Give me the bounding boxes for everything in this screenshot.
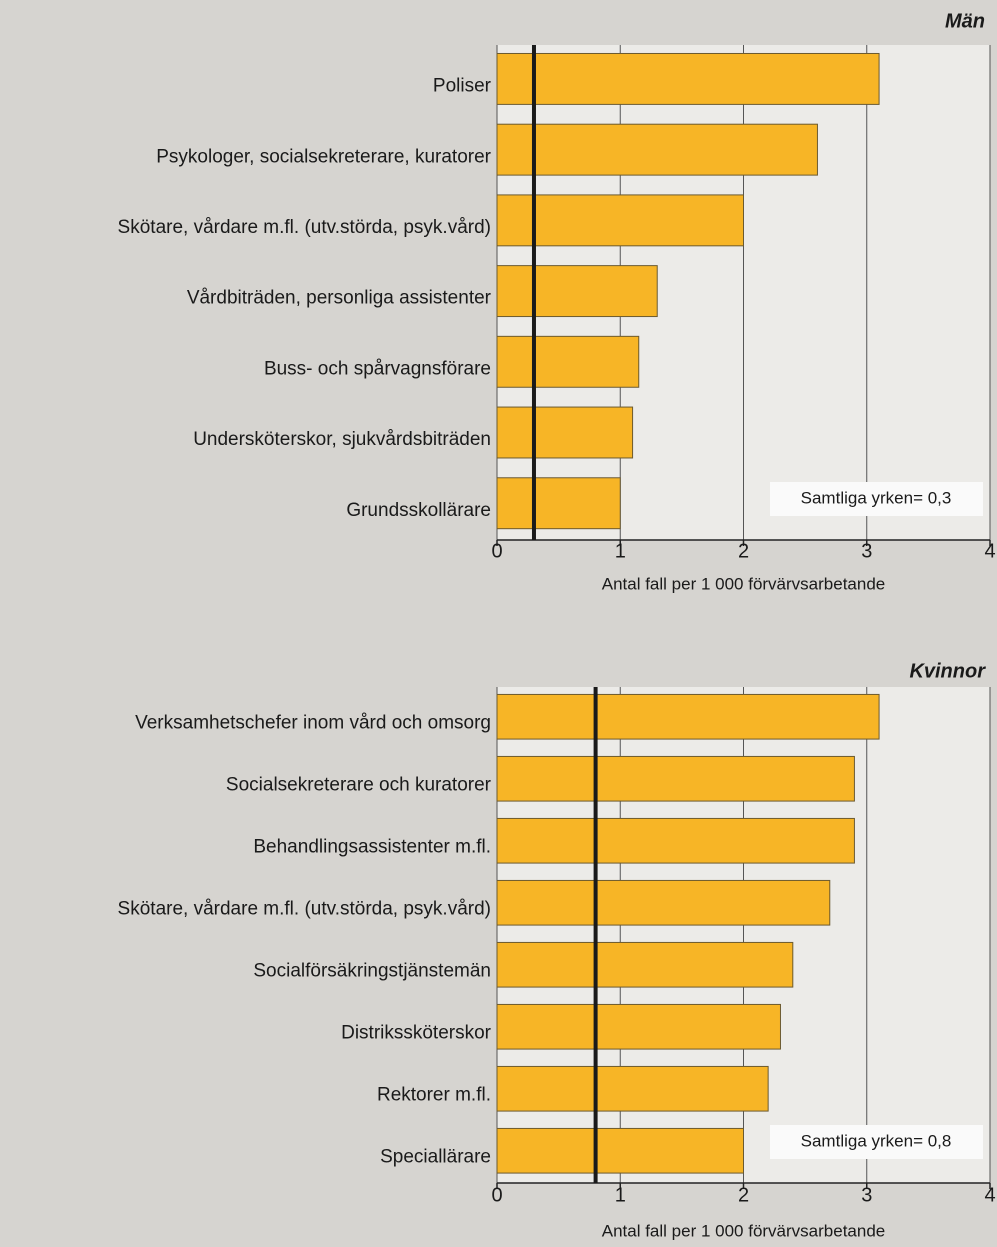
x-tick-label: 1 xyxy=(615,1184,626,1206)
annotation: Samtliga yrken= 0,3 xyxy=(801,488,952,507)
category-label: Skötare, vårdare m.fl. (utv.störda, psyk… xyxy=(118,898,491,919)
x-axis-label: Antal fall per 1 000 förvärvsarbetande xyxy=(602,1221,886,1240)
x-tick-label: 1 xyxy=(615,540,626,562)
bar xyxy=(496,194,744,247)
annotation-box xyxy=(770,1125,983,1159)
x-tick-label: 0 xyxy=(491,540,502,562)
annotation: Samtliga yrken= 0,8 xyxy=(801,1131,952,1150)
category-label: Speciallärare xyxy=(380,1146,491,1167)
x-axis-label: Antal fall per 1 000 förvärvsarbetande xyxy=(602,574,886,593)
x-tick-label: 4 xyxy=(984,1184,995,1206)
bar xyxy=(496,1127,744,1174)
category-label: Grundsskollärare xyxy=(346,500,491,521)
chart-title: Män xyxy=(945,10,985,32)
annotation-box xyxy=(770,482,983,516)
bar xyxy=(496,941,794,988)
category-label: Undersköterskor, sjukvårdsbiträden xyxy=(193,429,491,450)
chart-title: Kvinnor xyxy=(909,660,986,682)
bar xyxy=(496,123,818,176)
category-label: Verksamhetschefer inom vård och omsorg xyxy=(135,712,491,733)
bar xyxy=(496,265,658,318)
bar xyxy=(496,693,880,740)
category-label: Vårdbiträden, personliga assistenter xyxy=(187,288,492,309)
x-tick-label: 2 xyxy=(738,540,749,562)
bar xyxy=(496,406,634,459)
category-label: Behandlingsassistenter m.fl. xyxy=(253,836,491,857)
category-label: Psykologer, socialsekreterare, kuratorer xyxy=(156,146,491,167)
bar xyxy=(496,1065,769,1112)
bar xyxy=(496,52,880,105)
category-label: Buss- och spårvagnsförare xyxy=(264,358,491,379)
category-label: Distrikssköterskor xyxy=(341,1022,492,1043)
category-label: Poliser xyxy=(433,76,492,97)
x-tick-label: 0 xyxy=(491,1184,502,1206)
bar xyxy=(496,755,855,802)
category-label: Skötare, vårdare m.fl. (utv.störda, psyk… xyxy=(118,217,491,238)
category-label: Socialsekreterare och kuratorer xyxy=(226,774,492,795)
x-tick-label: 4 xyxy=(984,540,995,562)
x-tick-label: 3 xyxy=(861,1184,872,1206)
bar xyxy=(496,1003,781,1050)
bar xyxy=(496,817,855,864)
bar xyxy=(496,477,621,530)
x-tick-label: 3 xyxy=(861,540,872,562)
bar xyxy=(496,335,640,388)
category-label: Socialförsäkringstjänstemän xyxy=(253,960,491,981)
bar xyxy=(496,879,831,926)
x-tick-label: 2 xyxy=(738,1184,749,1206)
category-label: Rektorer m.fl. xyxy=(377,1084,491,1105)
